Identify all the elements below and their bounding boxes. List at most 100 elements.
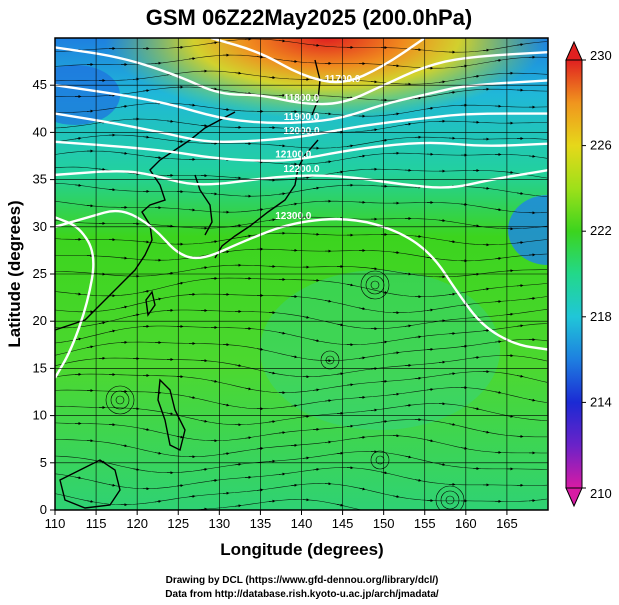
flow-arrow — [302, 456, 310, 460]
flow-arrow — [256, 55, 264, 59]
flow-arrow — [108, 483, 116, 487]
flow-arrow — [494, 256, 502, 260]
flow-arrow — [358, 356, 366, 360]
colorbar-min-triangle — [565, 487, 583, 508]
chart-title: GSM 06Z22May2025 (200.0hPa) — [146, 5, 473, 30]
flow-arrow — [528, 398, 536, 402]
flow-arrow — [438, 219, 446, 223]
flow-arrow — [120, 104, 128, 108]
y-tick-label: 25 — [33, 266, 47, 281]
flow-arrow — [188, 57, 196, 61]
colorbar-gradient — [565, 59, 583, 489]
flow-arrow — [234, 71, 242, 75]
flow-arrow — [438, 80, 446, 84]
flow-arrow — [290, 202, 298, 206]
flow-arrow — [210, 240, 218, 244]
flow-arrow — [516, 43, 524, 47]
flow-arrow — [336, 170, 344, 174]
flow-arrow — [176, 140, 184, 144]
flow-arrow — [256, 347, 264, 351]
y-tick-label: 40 — [33, 124, 47, 139]
flow-arrow — [404, 403, 412, 407]
flow-arrow — [324, 299, 332, 303]
flow-arrow — [154, 451, 162, 455]
flow-arrow — [256, 446, 264, 450]
flow-arrow — [268, 371, 276, 375]
flow-arrow — [438, 360, 446, 364]
flow-arrow — [278, 331, 286, 335]
flow-arrow — [438, 463, 446, 466]
flow-arrow — [392, 251, 400, 255]
flow-arrow — [414, 335, 422, 339]
flow-arrow — [268, 420, 276, 424]
flow-arrow — [482, 430, 490, 434]
flow-arrow — [256, 208, 264, 212]
eddy-ring — [320, 350, 340, 370]
flow-arrow — [120, 305, 128, 309]
flow-arrow — [404, 455, 412, 459]
colorbar-max-triangle — [565, 40, 583, 61]
flow-arrow — [108, 188, 116, 192]
eddy-ring — [370, 280, 380, 290]
flow-arrow — [290, 355, 298, 359]
flow-arrow — [188, 103, 196, 107]
colorbar-ticks: 210 214 218 222 226 230 — [582, 48, 612, 501]
flow-arrow — [324, 399, 332, 403]
flow-arrow — [108, 329, 116, 333]
flow-arrow — [528, 296, 536, 300]
flow-arrow — [244, 436, 252, 440]
flow-arrow — [336, 503, 344, 507]
flow-arrow — [302, 176, 310, 180]
flow-arrow — [234, 364, 242, 367]
flow-arrow — [414, 234, 422, 238]
flow-arrow — [346, 144, 354, 148]
flow-arrow — [324, 160, 332, 164]
contour-line — [210, 38, 426, 84]
flow-arrow — [516, 241, 524, 245]
flow-arrow — [312, 43, 320, 47]
x-tick-label: 135 — [250, 516, 272, 531]
flow-arrow — [494, 208, 502, 212]
colorbar-tick-label: 226 — [590, 138, 612, 153]
flow-arrow — [154, 297, 162, 301]
y-tick-label: 5 — [40, 455, 47, 470]
grid — [55, 38, 548, 510]
flow-arrow — [98, 167, 106, 171]
flow-arrow — [472, 74, 480, 78]
plot-area: 11700.011800.011900.012000.012100.012200… — [55, 38, 548, 513]
flow-arrow — [392, 64, 400, 68]
flow-arrow — [154, 156, 162, 160]
x-tick-label: 125 — [167, 516, 189, 531]
y-tick-label: 0 — [40, 502, 47, 517]
contour-line — [55, 209, 548, 351]
flow-arrow — [506, 170, 514, 174]
flow-arrow — [506, 312, 514, 316]
credit-data: Data from http://database.rish.kyoto-u.a… — [165, 589, 439, 600]
flow-arrow — [74, 476, 82, 480]
flow-arrow — [346, 383, 354, 387]
flow-arrow — [370, 267, 378, 271]
eddy-ring — [435, 485, 465, 510]
y-tick-label: 10 — [33, 408, 47, 423]
colorbar-tick-label: 210 — [590, 486, 612, 501]
eddy-ring — [445, 495, 455, 505]
flow-arrow — [86, 204, 94, 208]
flow-arrow — [516, 191, 524, 195]
streamline — [189, 499, 363, 510]
flow-arrow — [176, 484, 184, 488]
flow-arrow — [244, 91, 252, 95]
flow-arrow — [278, 144, 286, 148]
flow-arrow — [370, 80, 378, 84]
coast-borneo — [59, 459, 121, 509]
flow-arrow — [346, 283, 354, 287]
flow-arrow — [278, 39, 286, 43]
coast-taiwan — [145, 290, 156, 317]
flow-arrow — [167, 512, 172, 513]
x-tick-label: 160 — [455, 516, 477, 531]
flow-arrow — [222, 108, 230, 112]
flow-arrow — [142, 135, 150, 139]
contour-line — [55, 46, 548, 106]
flow-arrow — [460, 202, 468, 206]
x-tick-label: 110 — [45, 516, 66, 531]
y-axis-label: Latitude (degrees) — [5, 200, 24, 347]
